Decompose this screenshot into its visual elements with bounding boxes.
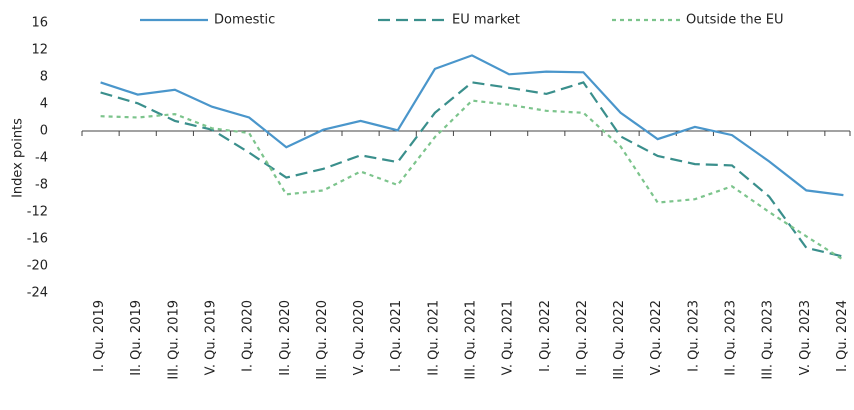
y-tick-label: -20 (27, 259, 48, 274)
y-tick-label: -4 (35, 151, 48, 166)
x-tick-label: I. Qu. 2022 (538, 300, 553, 372)
x-tick-label: II. Qu. 2022 (575, 300, 590, 376)
y-tick-label: 4 (40, 97, 48, 112)
legend-label: EU market (452, 13, 520, 28)
x-tick-label: III. Qu. 2021 (464, 300, 479, 380)
legend-label: Domestic (214, 13, 275, 28)
y-tick-label: -12 (27, 205, 48, 220)
y-tick-label: -24 (27, 286, 48, 301)
x-tick-label: I. Qu. 2024 (835, 300, 850, 372)
series-line (100, 99, 844, 261)
x-tick-label: II. Qu. 2021 (426, 300, 441, 376)
x-tick-label: V. Qu. 2019 (204, 300, 219, 375)
y-tick-label: -8 (35, 178, 48, 193)
series-line (100, 81, 844, 258)
y-tick-label: -16 (27, 232, 48, 247)
x-tick-label: II. Qu. 2020 (278, 300, 293, 376)
x-tick-label: III. Qu. 2023 (761, 300, 776, 380)
x-tick-label: I. Qu. 2020 (241, 300, 256, 372)
x-tick-label: III. Qu. 2020 (315, 300, 330, 380)
y-tick-label: 12 (31, 43, 48, 58)
x-tick-label: III. Qu. 2019 (166, 300, 181, 380)
series-line (100, 54, 844, 197)
x-tick-label: I. Qu. 2023 (686, 300, 701, 372)
x-tick-label: I. Qu. 2021 (389, 300, 404, 372)
x-tick-label: V. Qu. 2020 (352, 300, 367, 375)
x-tick-label: V. Qu. 2023 (798, 300, 813, 375)
y-tick-label: 8 (40, 70, 48, 85)
x-tick-label: III. Qu. 2022 (612, 300, 627, 380)
x-tick-label: V. Qu. 2021 (501, 300, 516, 375)
x-tick-label: I. Qu. 2019 (92, 300, 107, 372)
y-tick-label: 0 (40, 124, 48, 139)
y-axis-label: Index points (11, 118, 26, 198)
x-tick-label: II. Qu. 2023 (724, 300, 739, 376)
x-tick-label: II. Qu. 2019 (129, 300, 144, 376)
legend-label: Outside the EU (686, 13, 784, 28)
y-tick-label: 16 (31, 16, 48, 31)
x-tick-label: V. Qu. 2022 (649, 300, 664, 375)
